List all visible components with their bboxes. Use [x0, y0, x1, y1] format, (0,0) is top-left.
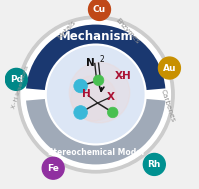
- Text: Fe: Fe: [47, 164, 59, 173]
- Text: Au: Au: [163, 64, 176, 73]
- Circle shape: [5, 68, 27, 90]
- Text: Rh: Rh: [148, 160, 161, 169]
- Text: 2: 2: [99, 55, 104, 64]
- Text: X: X: [114, 71, 122, 81]
- Wedge shape: [26, 99, 165, 164]
- Circle shape: [74, 79, 87, 93]
- Circle shape: [48, 46, 144, 143]
- Circle shape: [17, 16, 174, 173]
- Text: Enzymes: Enzymes: [114, 17, 140, 45]
- Circle shape: [107, 107, 118, 118]
- Wedge shape: [26, 25, 165, 90]
- Text: Mechanism: Mechanism: [59, 30, 133, 43]
- Text: X–H Insertions: X–H Insertions: [11, 65, 29, 109]
- Text: Stereochemical Model: Stereochemical Model: [48, 148, 144, 157]
- Text: N: N: [86, 58, 95, 67]
- Text: H: H: [122, 71, 131, 81]
- Circle shape: [89, 0, 110, 20]
- Text: Carbenes: Carbenes: [159, 89, 176, 123]
- Text: Pd: Pd: [10, 75, 23, 84]
- Circle shape: [143, 153, 165, 175]
- Circle shape: [71, 76, 116, 121]
- Circle shape: [42, 157, 64, 179]
- Text: –: –: [120, 71, 125, 81]
- Circle shape: [21, 20, 170, 169]
- Circle shape: [69, 62, 130, 123]
- Text: H: H: [82, 89, 91, 99]
- Circle shape: [93, 75, 104, 86]
- Text: Cu: Cu: [93, 5, 106, 14]
- Circle shape: [158, 57, 180, 79]
- Circle shape: [74, 106, 87, 119]
- Text: X: X: [107, 92, 115, 101]
- Text: Metals: Metals: [56, 19, 77, 41]
